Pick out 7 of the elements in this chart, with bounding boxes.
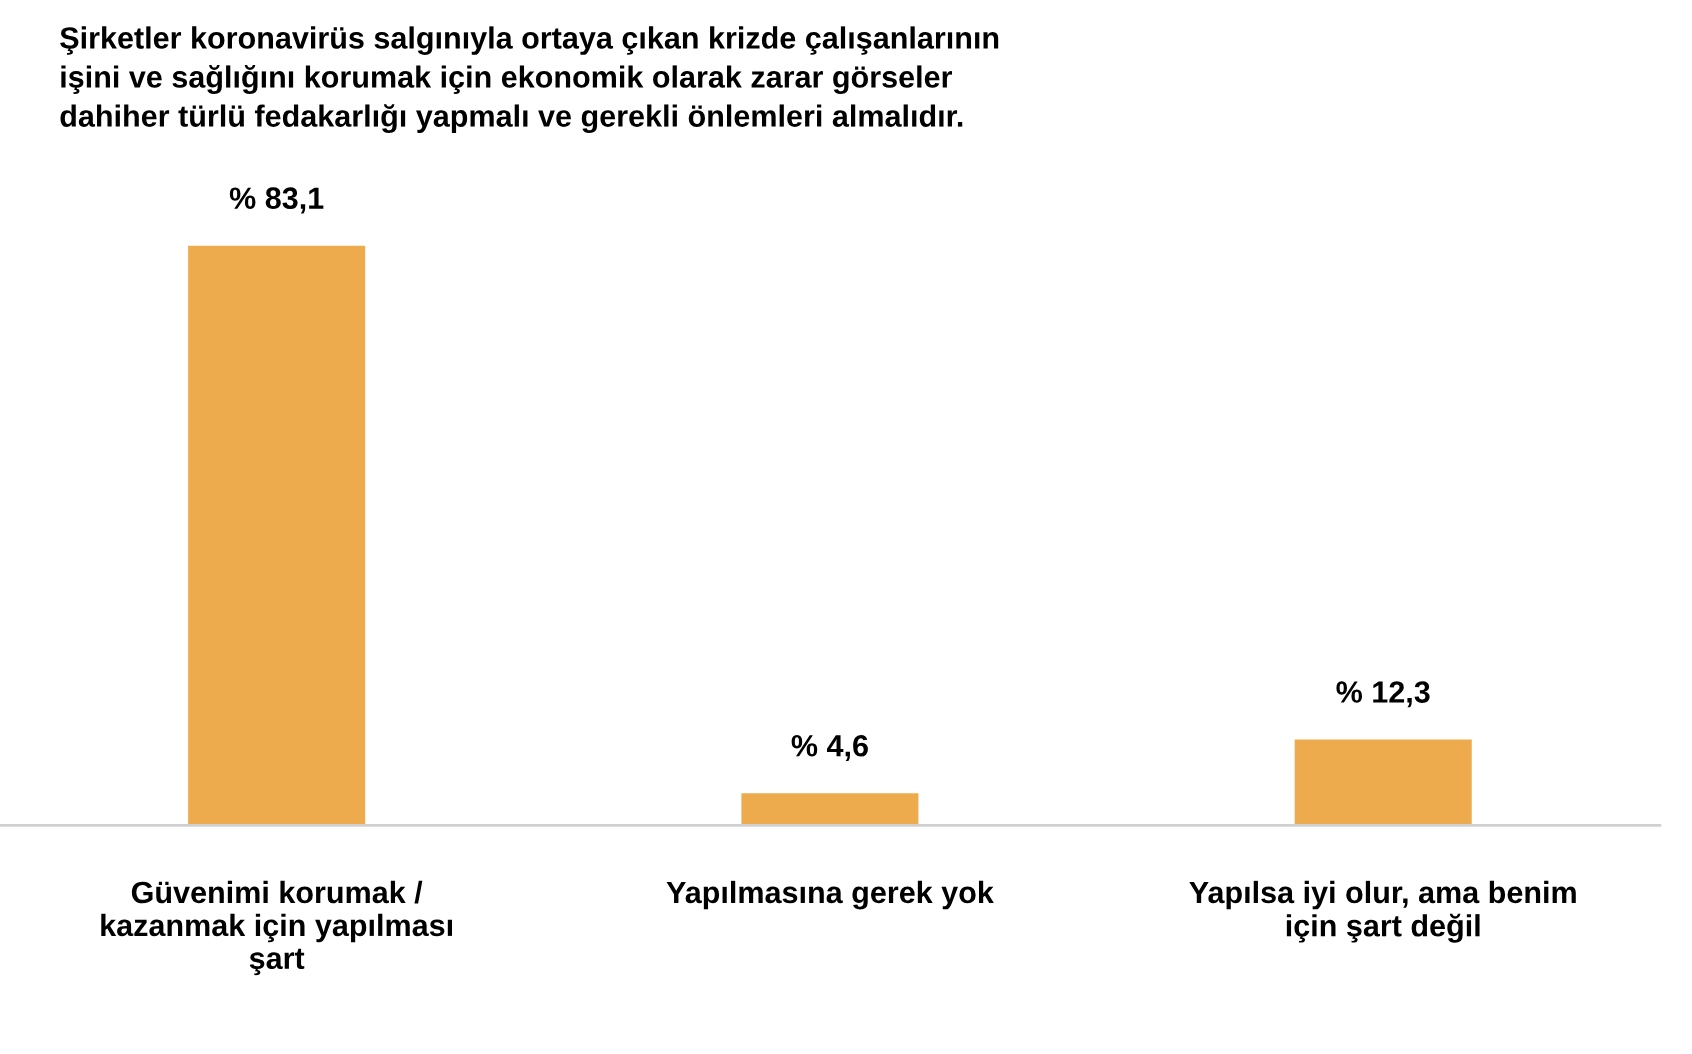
data-label: % 12,3 — [1336, 681, 1430, 708]
chart-title: Şirketler koronavirüs salgınıyla ortaya çıkan krizde çalışanlarının işini ve sağlığını korumak için ekonomik olarak zarar görseler dahiher türlü fedakarlığı yapmalı ve gerekli önlemleri almalıdır. — [60, 26, 999, 134]
data-label: % 83,1 — [229, 187, 324, 214]
x-tick-label: Yapılmasına gerek yok — [666, 880, 994, 910]
x-tick-label: Güvenimi korumak / kazanmak için yapılması şart — [101, 880, 452, 976]
x-tick-label: Yapılsa iyi olur, ama benim için şart değil — [1189, 880, 1576, 943]
data-label: % 4,6 — [791, 734, 868, 762]
